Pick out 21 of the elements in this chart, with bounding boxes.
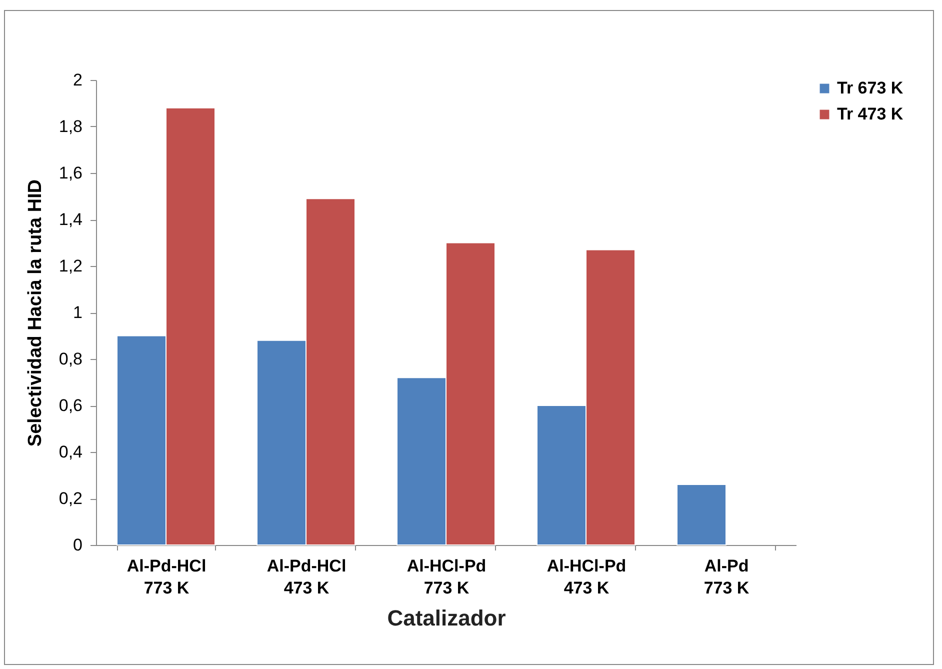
y-tick-label: 1 (73, 303, 82, 322)
y-tick-label: 1,6 (58, 164, 82, 182)
x-tick-label: Al-HCl-Pd 773 K (406, 556, 486, 598)
x-axis-title: Catalizador (387, 606, 506, 630)
x-tick-label: Al-Pd 773 K (704, 556, 750, 598)
bar (676, 484, 726, 546)
legend-label: Tr 473 K (837, 104, 904, 124)
x-tick-label: Al-Pd-HCl 473 K (266, 556, 346, 598)
y-tick-label: 0,8 (58, 350, 82, 368)
y-tick-label: 0,6 (58, 396, 82, 415)
y-tick-label: 0 (73, 536, 82, 554)
y-tick-label: 1,4 (58, 210, 82, 229)
y-tick-label: 1,8 (58, 117, 82, 136)
y-tick-label: 0,2 (58, 489, 82, 508)
y-axis-title: Selectividad Hacia la ruta HID (24, 179, 46, 447)
y-tick-label: 1,2 (58, 256, 82, 276)
y-tick-label: 0,4 (58, 442, 82, 462)
legend-label: Tr 673 K (837, 78, 904, 98)
x-tick-label: Al-Pd-HCl 773 K (126, 556, 206, 598)
x-tick-label: Al-HCl-Pd 473 K (546, 556, 626, 598)
y-tick-label: 2 (73, 70, 82, 90)
